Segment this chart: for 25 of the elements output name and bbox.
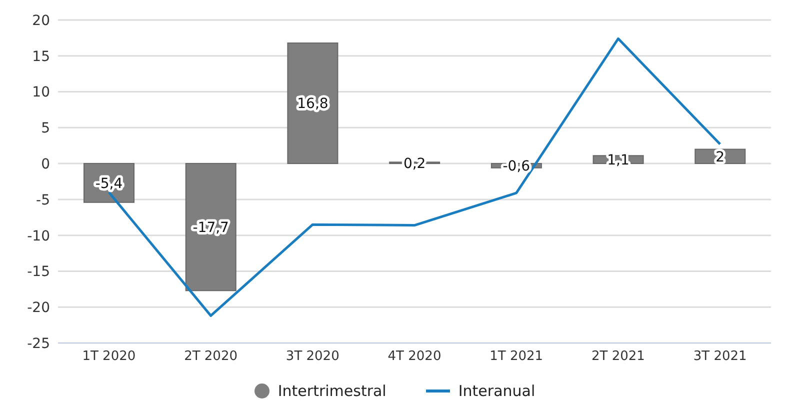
data-label: -17,7 [192,220,229,236]
x-tick-label: 4T 2020 [388,349,442,364]
y-tick-label: 10 [32,84,50,101]
y-tick-label: -15 [27,264,50,280]
y-tick-label: 20 [32,12,50,29]
data-label: 2 [716,149,725,166]
x-tick-label: 3T 2021 [693,349,747,364]
legend-label: Intertrimestral [278,382,386,400]
bar [287,42,338,164]
legend-label: Interanual [458,382,536,400]
y-tick-label: -20 [27,300,50,316]
x-tick-label: 1T 2020 [82,349,136,364]
y-tick-label: -10 [27,228,50,244]
x-tick-label: 1T 2021 [490,349,544,364]
y-tick-label: -25 [27,336,50,352]
data-label: -5,4 [95,176,123,192]
bar [185,163,236,292]
x-tick-label: 3T 2020 [286,349,340,364]
y-tick-label: 5 [41,120,50,137]
y-tick-label: 15 [32,48,50,65]
x-tick-label: 2T 2021 [591,349,645,364]
x-tick-label: 2T 2020 [184,349,238,364]
y-tick-label: -5 [36,192,50,208]
data-label: 16,8 [297,96,328,112]
y-tick-label: 0 [41,156,50,173]
